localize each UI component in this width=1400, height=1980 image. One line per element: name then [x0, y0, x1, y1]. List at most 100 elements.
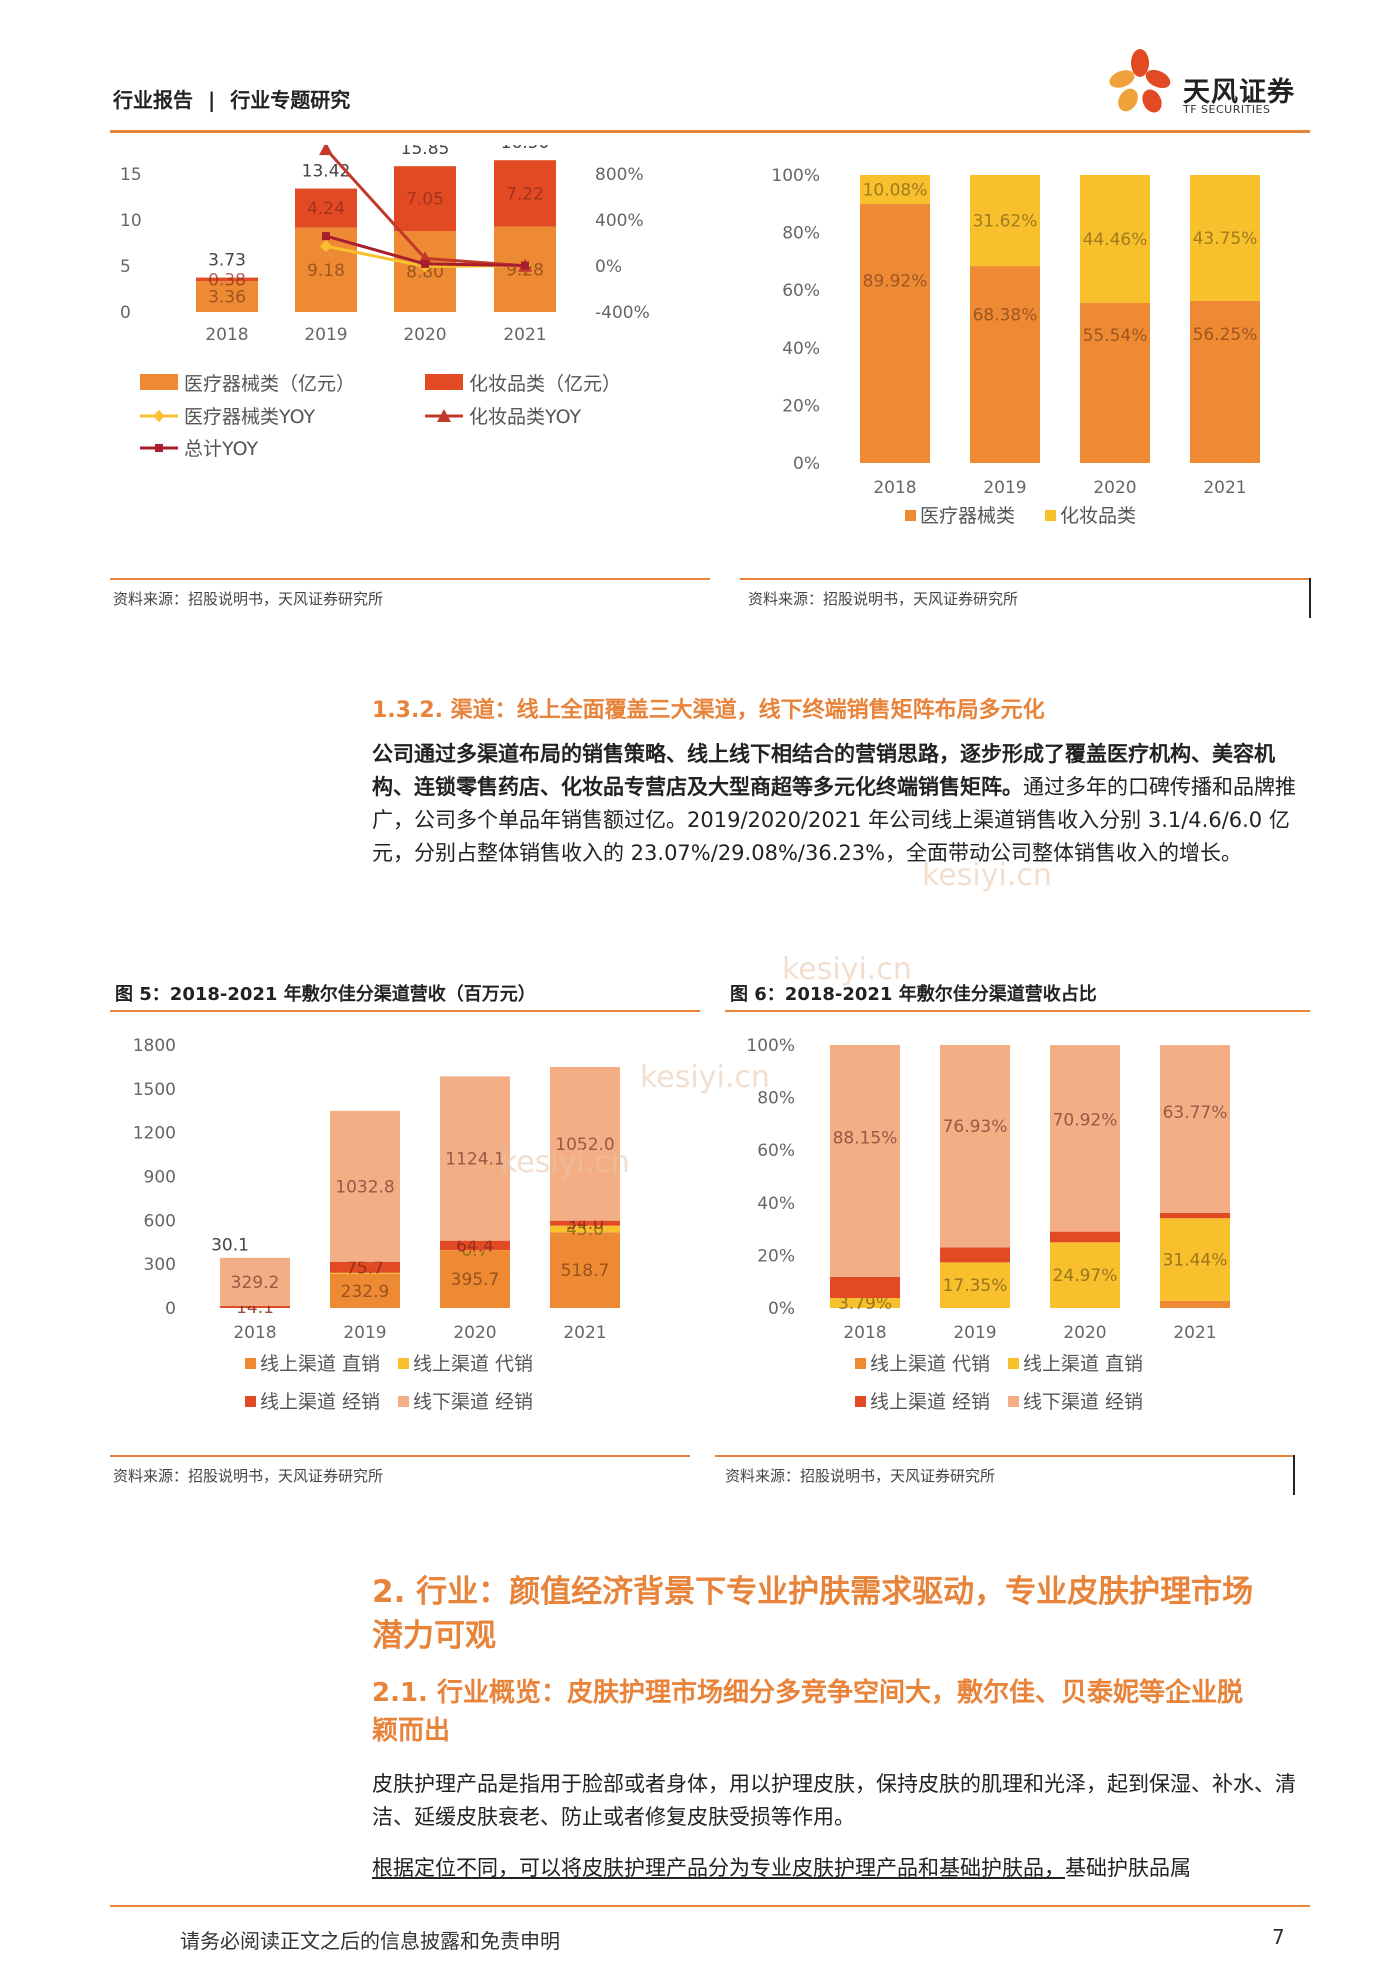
yoy-marker	[521, 261, 529, 270]
section-2-heading-line1: 2. 行业：颜值经济背景下专业护肤需求驱动，专业皮肤护理市场	[372, 1574, 1254, 1610]
legend-label: 线上渠道 经销	[870, 1391, 990, 1413]
chart-channel-revenue: 030060090012001500180014.1329.22018232.9…	[133, 1036, 620, 1413]
bar-cosmetic	[394, 166, 456, 232]
report-header: 行业报告 | 行业专题研究	[113, 84, 350, 113]
section-21-heading-line2: 颖而出	[372, 1716, 451, 1746]
data-label-extra: 30.1	[211, 1235, 249, 1255]
x-tick-label: 2021	[563, 1323, 606, 1343]
figure-5-rule	[110, 1010, 700, 1012]
bar-medical	[196, 281, 258, 312]
bar-segment	[550, 1066, 620, 1221]
x-tick-label: 2021	[503, 325, 546, 345]
bar-segment	[440, 1250, 510, 1308]
data-label-medical: 3.36	[208, 288, 246, 308]
data-label-medical: 9.18	[307, 261, 345, 281]
y-tick-label: 20%	[757, 1246, 795, 1266]
source-note-2: 资料来源：招股说明书，天风证券研究所	[748, 590, 1019, 608]
section-21-heading-line1: 2.1. 行业概览：皮肤护理市场细分多竞争空间大，敷尔佳、贝泰妮等企业脱	[372, 1678, 1243, 1708]
y-tick-label: 1800	[133, 1036, 176, 1056]
watermark-2: kesiyi.cn	[782, 952, 912, 987]
data-label: 63.77%	[1163, 1103, 1228, 1123]
footer-rule	[110, 1905, 1310, 1907]
bar-segment	[940, 1262, 1010, 1308]
legend-label: 线上渠道 代销	[413, 1353, 533, 1375]
bar-cosmetic	[494, 160, 556, 227]
y-tick-label: 100%	[771, 166, 820, 186]
data-label: 75.7	[346, 1258, 384, 1278]
watermark-4: kesiyi.cn	[500, 1145, 630, 1180]
bar-segment	[1050, 1231, 1120, 1243]
bar-segment	[220, 1257, 290, 1306]
data-label: 88.15%	[833, 1129, 898, 1149]
data-label-total: 16.50	[501, 145, 550, 153]
x-tick-label: 2018	[873, 478, 916, 498]
y-tick-label: 600	[144, 1211, 176, 1231]
bar-medical-share	[1190, 301, 1260, 463]
divider-bar-1	[1309, 578, 1311, 618]
data-label-medical-share: 56.25%	[1193, 325, 1258, 345]
bar-cosmetic	[196, 277, 258, 282]
legend-swatch	[245, 1358, 256, 1369]
report-subtitle: 行业专题研究	[230, 88, 351, 112]
data-label: 1052.0	[555, 1135, 614, 1155]
y-tick-label: 0%	[768, 1299, 795, 1319]
legend-label: 医疗器械类（亿元）	[184, 373, 355, 395]
data-label-total: 3.73	[208, 251, 246, 271]
data-label: 395.7	[451, 1270, 500, 1290]
legend-label: 化妆品类YOY	[469, 406, 581, 428]
legend-label: 线下渠道 经销	[413, 1391, 533, 1413]
figure-5-title: 图 5：2018-2021 年敷尔佳分渠道营收（百万元）	[115, 984, 536, 1005]
data-label-total: 15.85	[401, 145, 450, 159]
y-tick-label: 5	[120, 257, 131, 277]
legend-swatch	[1008, 1396, 1019, 1407]
chart-revenue-share: 0% 20% 40% 60% 80% 100% 89.92% 10.08% 2018 68.38%…	[771, 166, 1260, 527]
data-label-cosmetic: 7.22	[506, 184, 544, 204]
bar-segment	[830, 1298, 900, 1308]
bar-cosmetic-share	[860, 175, 930, 205]
y-tick-label: 40%	[782, 339, 820, 359]
legend-label: 医疗器械类YOY	[184, 406, 315, 428]
para-bold-lead: 公司通过多渠道布局的销售策略、线上线下相结合的营销思路，逐步形成了覆盖医疗机构、…	[372, 742, 1275, 799]
bar-segment	[220, 1305, 290, 1308]
legend-label: 线上渠道 直销	[260, 1353, 380, 1375]
section-heading-132: 1.3.2. 渠道：线上全面覆盖三大渠道，线下终端销售矩阵布局多元化	[372, 698, 1045, 723]
bar-segment	[1050, 1242, 1120, 1308]
bar-segment	[1050, 1045, 1120, 1232]
y-tick-label: 300	[144, 1255, 176, 1275]
page-number: 7	[1272, 1925, 1285, 1949]
x-tick-label: 2020	[403, 325, 446, 345]
data-label: 3.79%	[838, 1294, 892, 1314]
tf-logo-icon	[1100, 45, 1180, 125]
legend-label: 线下渠道 经销	[1023, 1391, 1143, 1413]
y-tick-label: 0	[165, 1299, 176, 1319]
x-tick-label: 2021	[1203, 478, 1246, 498]
divider-bar-2	[1293, 1455, 1295, 1495]
footer-disclaimer: 请务必阅读正文之后的信息披露和免责申明	[180, 1929, 560, 1953]
data-label: 70.92%	[1053, 1111, 1118, 1131]
source-note-3: 资料来源：招股说明书，天风证券研究所	[113, 1467, 384, 1485]
yoy-marker	[322, 232, 330, 241]
bar-segment	[1160, 1045, 1230, 1213]
data-label: 518.7	[561, 1261, 610, 1281]
bar-cosmetic-share	[1080, 175, 1150, 304]
x-tick-label: 2019	[304, 325, 347, 345]
y-tick-label: 60%	[782, 281, 820, 301]
data-label-cosmetic-share: 31.62%	[973, 212, 1038, 232]
para-2-rest: 基础护肤品属	[1065, 1856, 1191, 1880]
legend-swatch	[425, 374, 463, 390]
y2-tick-label: -400%	[595, 303, 650, 323]
legend-swatch	[855, 1358, 866, 1369]
y-tick-label: 20%	[782, 396, 820, 416]
legend-label: 线上渠道 直销	[1023, 1353, 1143, 1375]
chart-revenue-yoy: 05101520-400%0%400%800%1200%3.360.383.73…	[120, 145, 650, 460]
y-tick-label: 0%	[793, 454, 820, 474]
watermark-3: kesiyi.cn	[640, 1060, 770, 1095]
section-21-paragraph-2: 根据定位不同，可以将皮肤护理产品分为专业皮肤护理产品和基础护肤品，基础护肤品属	[372, 1852, 1304, 1885]
y-tick-label: 60%	[757, 1141, 795, 1161]
source-rule-2	[740, 578, 1310, 580]
data-label: 76.93%	[943, 1117, 1008, 1137]
bar-segment	[830, 1045, 900, 1277]
data-label: 64.4	[456, 1236, 494, 1256]
bar-segment	[1160, 1212, 1230, 1219]
data-label: 24.97%	[1053, 1266, 1118, 1286]
